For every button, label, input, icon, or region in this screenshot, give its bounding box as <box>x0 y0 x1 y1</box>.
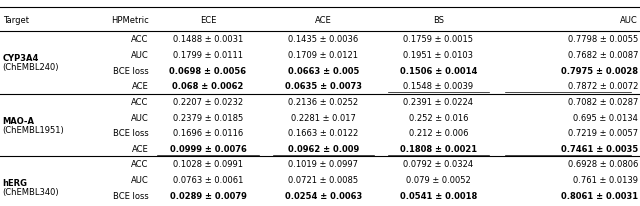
Text: BCE loss: BCE loss <box>113 129 148 137</box>
Text: BS: BS <box>433 16 444 25</box>
Text: 0.1759 ± 0.0015: 0.1759 ± 0.0015 <box>403 35 474 44</box>
Text: 0.8061 ± 0.0031: 0.8061 ± 0.0031 <box>561 191 638 200</box>
Text: ACE: ACE <box>132 144 148 153</box>
Text: 0.761 ± 0.0139: 0.761 ± 0.0139 <box>573 175 638 184</box>
Text: 0.7975 ± 0.0028: 0.7975 ± 0.0028 <box>561 66 638 75</box>
Text: CYP3A4: CYP3A4 <box>3 54 39 63</box>
Text: AUC: AUC <box>131 175 148 184</box>
Text: 0.2136 ± 0.0252: 0.2136 ± 0.0252 <box>288 97 358 106</box>
Text: 0.0999 ± 0.0076: 0.0999 ± 0.0076 <box>170 144 246 153</box>
Text: hERG: hERG <box>3 179 28 188</box>
Text: MAO-A: MAO-A <box>3 116 35 125</box>
Text: 0.0541 ± 0.0018: 0.0541 ± 0.0018 <box>400 191 477 200</box>
Text: 0.1709 ± 0.0121: 0.1709 ± 0.0121 <box>288 51 358 60</box>
Text: 0.1435 ± 0.0036: 0.1435 ± 0.0036 <box>288 35 358 44</box>
Text: 0.0698 ± 0.0056: 0.0698 ± 0.0056 <box>170 66 246 75</box>
Text: 0.7872 ± 0.0072: 0.7872 ± 0.0072 <box>568 82 638 91</box>
Text: ECE: ECE <box>200 16 216 25</box>
Text: Target: Target <box>3 16 29 25</box>
Text: 0.2281 ± 0.017: 0.2281 ± 0.017 <box>291 113 356 122</box>
Text: (ChEMBL240): (ChEMBL240) <box>3 63 59 72</box>
Text: 0.1951 ± 0.0103: 0.1951 ± 0.0103 <box>403 51 474 60</box>
Text: 0.1028 ± 0.0991: 0.1028 ± 0.0991 <box>173 160 243 169</box>
Text: ACC: ACC <box>131 97 148 106</box>
Text: ACE: ACE <box>315 16 332 25</box>
Text: (ChEMBL1951): (ChEMBL1951) <box>3 125 64 134</box>
Text: BCE loss: BCE loss <box>113 66 148 75</box>
Text: (ChEMBL340): (ChEMBL340) <box>3 187 59 196</box>
Text: 0.7082 ± 0.0287: 0.7082 ± 0.0287 <box>568 97 638 106</box>
Text: 0.6928 ± 0.0806: 0.6928 ± 0.0806 <box>568 160 638 169</box>
Text: ACE: ACE <box>132 82 148 91</box>
Text: 0.0289 ± 0.0079: 0.0289 ± 0.0079 <box>170 191 246 200</box>
Text: 0.2379 ± 0.0185: 0.2379 ± 0.0185 <box>173 113 243 122</box>
Text: 0.0792 ± 0.0324: 0.0792 ± 0.0324 <box>403 160 474 169</box>
Text: 0.695 ± 0.0134: 0.695 ± 0.0134 <box>573 113 638 122</box>
Text: ACC: ACC <box>131 35 148 44</box>
Text: 0.0663 ± 0.005: 0.0663 ± 0.005 <box>287 66 359 75</box>
Text: 0.252 ± 0.016: 0.252 ± 0.016 <box>409 113 468 122</box>
Text: 0.0763 ± 0.0061: 0.0763 ± 0.0061 <box>173 175 243 184</box>
Text: HPMetric: HPMetric <box>111 16 148 25</box>
Text: 0.1696 ± 0.0116: 0.1696 ± 0.0116 <box>173 129 243 137</box>
Text: 0.0254 ± 0.0063: 0.0254 ± 0.0063 <box>285 191 362 200</box>
Text: 0.0635 ± 0.0073: 0.0635 ± 0.0073 <box>285 82 362 91</box>
Text: 0.2207 ± 0.0232: 0.2207 ± 0.0232 <box>173 97 243 106</box>
Text: 0.1808 ± 0.0021: 0.1808 ± 0.0021 <box>400 144 477 153</box>
Text: 0.079 ± 0.0052: 0.079 ± 0.0052 <box>406 175 471 184</box>
Text: 0.7798 ± 0.0055: 0.7798 ± 0.0055 <box>568 35 638 44</box>
Text: BCE loss: BCE loss <box>113 191 148 200</box>
Text: 0.1548 ± 0.0039: 0.1548 ± 0.0039 <box>403 82 474 91</box>
Text: 0.212 ± 0.006: 0.212 ± 0.006 <box>409 129 468 137</box>
Text: 0.1799 ± 0.0111: 0.1799 ± 0.0111 <box>173 51 243 60</box>
Text: 0.1488 ± 0.0031: 0.1488 ± 0.0031 <box>173 35 243 44</box>
Text: 0.7461 ± 0.0035: 0.7461 ± 0.0035 <box>561 144 638 153</box>
Text: 0.1663 ± 0.0122: 0.1663 ± 0.0122 <box>288 129 358 137</box>
Text: 0.1019 ± 0.0997: 0.1019 ± 0.0997 <box>288 160 358 169</box>
Text: 0.2391 ± 0.0224: 0.2391 ± 0.0224 <box>403 97 474 106</box>
Text: 0.1506 ± 0.0014: 0.1506 ± 0.0014 <box>400 66 477 75</box>
Text: 0.0721 ± 0.0085: 0.0721 ± 0.0085 <box>288 175 358 184</box>
Text: 0.068 ± 0.0062: 0.068 ± 0.0062 <box>172 82 244 91</box>
Text: 0.7219 ± 0.0057: 0.7219 ± 0.0057 <box>568 129 638 137</box>
Text: ACC: ACC <box>131 160 148 169</box>
Text: 0.0962 ± 0.009: 0.0962 ± 0.009 <box>287 144 359 153</box>
Text: AUC: AUC <box>131 113 148 122</box>
Text: AUC: AUC <box>620 16 638 25</box>
Text: AUC: AUC <box>131 51 148 60</box>
Text: 0.7682 ± 0.0087: 0.7682 ± 0.0087 <box>568 51 638 60</box>
